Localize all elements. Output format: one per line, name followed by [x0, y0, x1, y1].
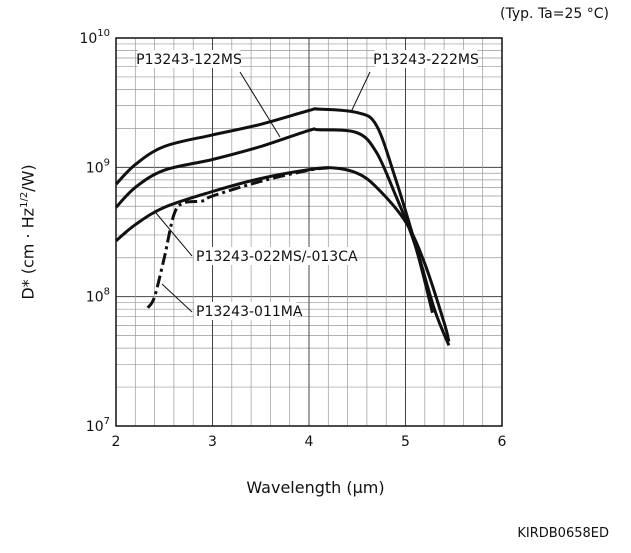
annotation-backing — [374, 50, 478, 68]
x-tick-label: 3 — [208, 434, 217, 450]
series-line — [115, 166, 451, 342]
y-axis-label-exponent: 1/2 — [19, 191, 31, 208]
annotation-backing — [137, 50, 241, 68]
y-tick-base: 10 — [86, 290, 104, 306]
y-tick-label: 1010 — [79, 28, 110, 47]
y-tick-exponent: 9 — [104, 157, 110, 168]
series-annotations: P13243-122MS P13243-222MS P13243-022MS/-01… — [136, 50, 479, 320]
y-axis-label-main: D* (cm · Hz — [18, 207, 38, 300]
y-tick-label: 107 — [86, 416, 110, 435]
annotation-backing — [194, 302, 297, 320]
annotation-backing — [194, 247, 354, 265]
measurement-condition: (Typ. Ta=25 °C) — [500, 6, 609, 22]
y-tick-base: 10 — [86, 160, 104, 176]
y-axis-label: D* (cm · Hz1/2/W) — [19, 164, 38, 299]
annotation-leader — [155, 212, 193, 257]
y-tick-base: 10 — [86, 419, 104, 435]
annotation-leader — [239, 71, 281, 138]
chart-grid — [115, 37, 503, 427]
annotation-leader — [350, 71, 371, 113]
y-axis-label-unit: /W) — [18, 164, 38, 192]
x-tick-label: 5 — [401, 434, 410, 450]
document-id: KIRDB0658ED — [517, 526, 609, 541]
series-lines — [114, 107, 451, 346]
series-line — [114, 127, 434, 314]
series-annotation: P13243-011MA — [196, 304, 303, 320]
series-line — [146, 166, 329, 309]
series-annotation: P13243-122MS — [136, 52, 242, 68]
x-tick-label: 4 — [305, 434, 314, 450]
series-annotation: P13243-022MS/-013CA — [196, 249, 358, 265]
series-annotation: P13243-222MS — [373, 52, 479, 68]
x-axis-label: Wavelength (μm) — [246, 478, 385, 497]
y-tick-label: 108 — [86, 287, 110, 306]
annotation-leader — [161, 283, 193, 313]
y-tick-exponent: 10 — [97, 28, 110, 39]
y-tick-base: 10 — [79, 31, 97, 47]
y-tick-exponent: 8 — [104, 287, 110, 298]
plot-frame — [115, 37, 503, 427]
y-tick-label: 109 — [86, 157, 110, 176]
y-tick-exponent: 7 — [104, 416, 110, 427]
x-axis-ticks: 2 3 4 5 6 — [112, 434, 507, 450]
x-tick-label: 2 — [112, 434, 121, 450]
x-tick-label: 6 — [498, 434, 507, 450]
